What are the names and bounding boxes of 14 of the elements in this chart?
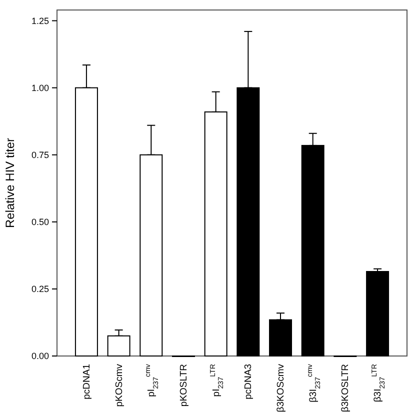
y-tick-label: 1.00	[31, 82, 49, 93]
bar	[366, 271, 390, 356]
x-tick-label: pcDNA3	[243, 364, 254, 400]
x-tick-label: pKOScmv	[114, 364, 125, 407]
x-tick-label: β3KOSLTR	[340, 364, 352, 412]
y-tick-label: 0.50	[31, 217, 49, 228]
y-tick-label: 0.75	[31, 150, 49, 160]
y-tick-label: 0.00	[31, 351, 49, 362]
y-axis-title: Relative HIV titer	[3, 138, 17, 228]
x-tick-label: β3KOScmv	[276, 364, 287, 412]
y-tick-label: 1.25	[31, 16, 49, 26]
x-tick-label: pKOSLTR	[178, 364, 190, 407]
y-tick-label: 0.25	[31, 284, 49, 294]
x-tick-label: pcDNA1	[81, 364, 92, 400]
